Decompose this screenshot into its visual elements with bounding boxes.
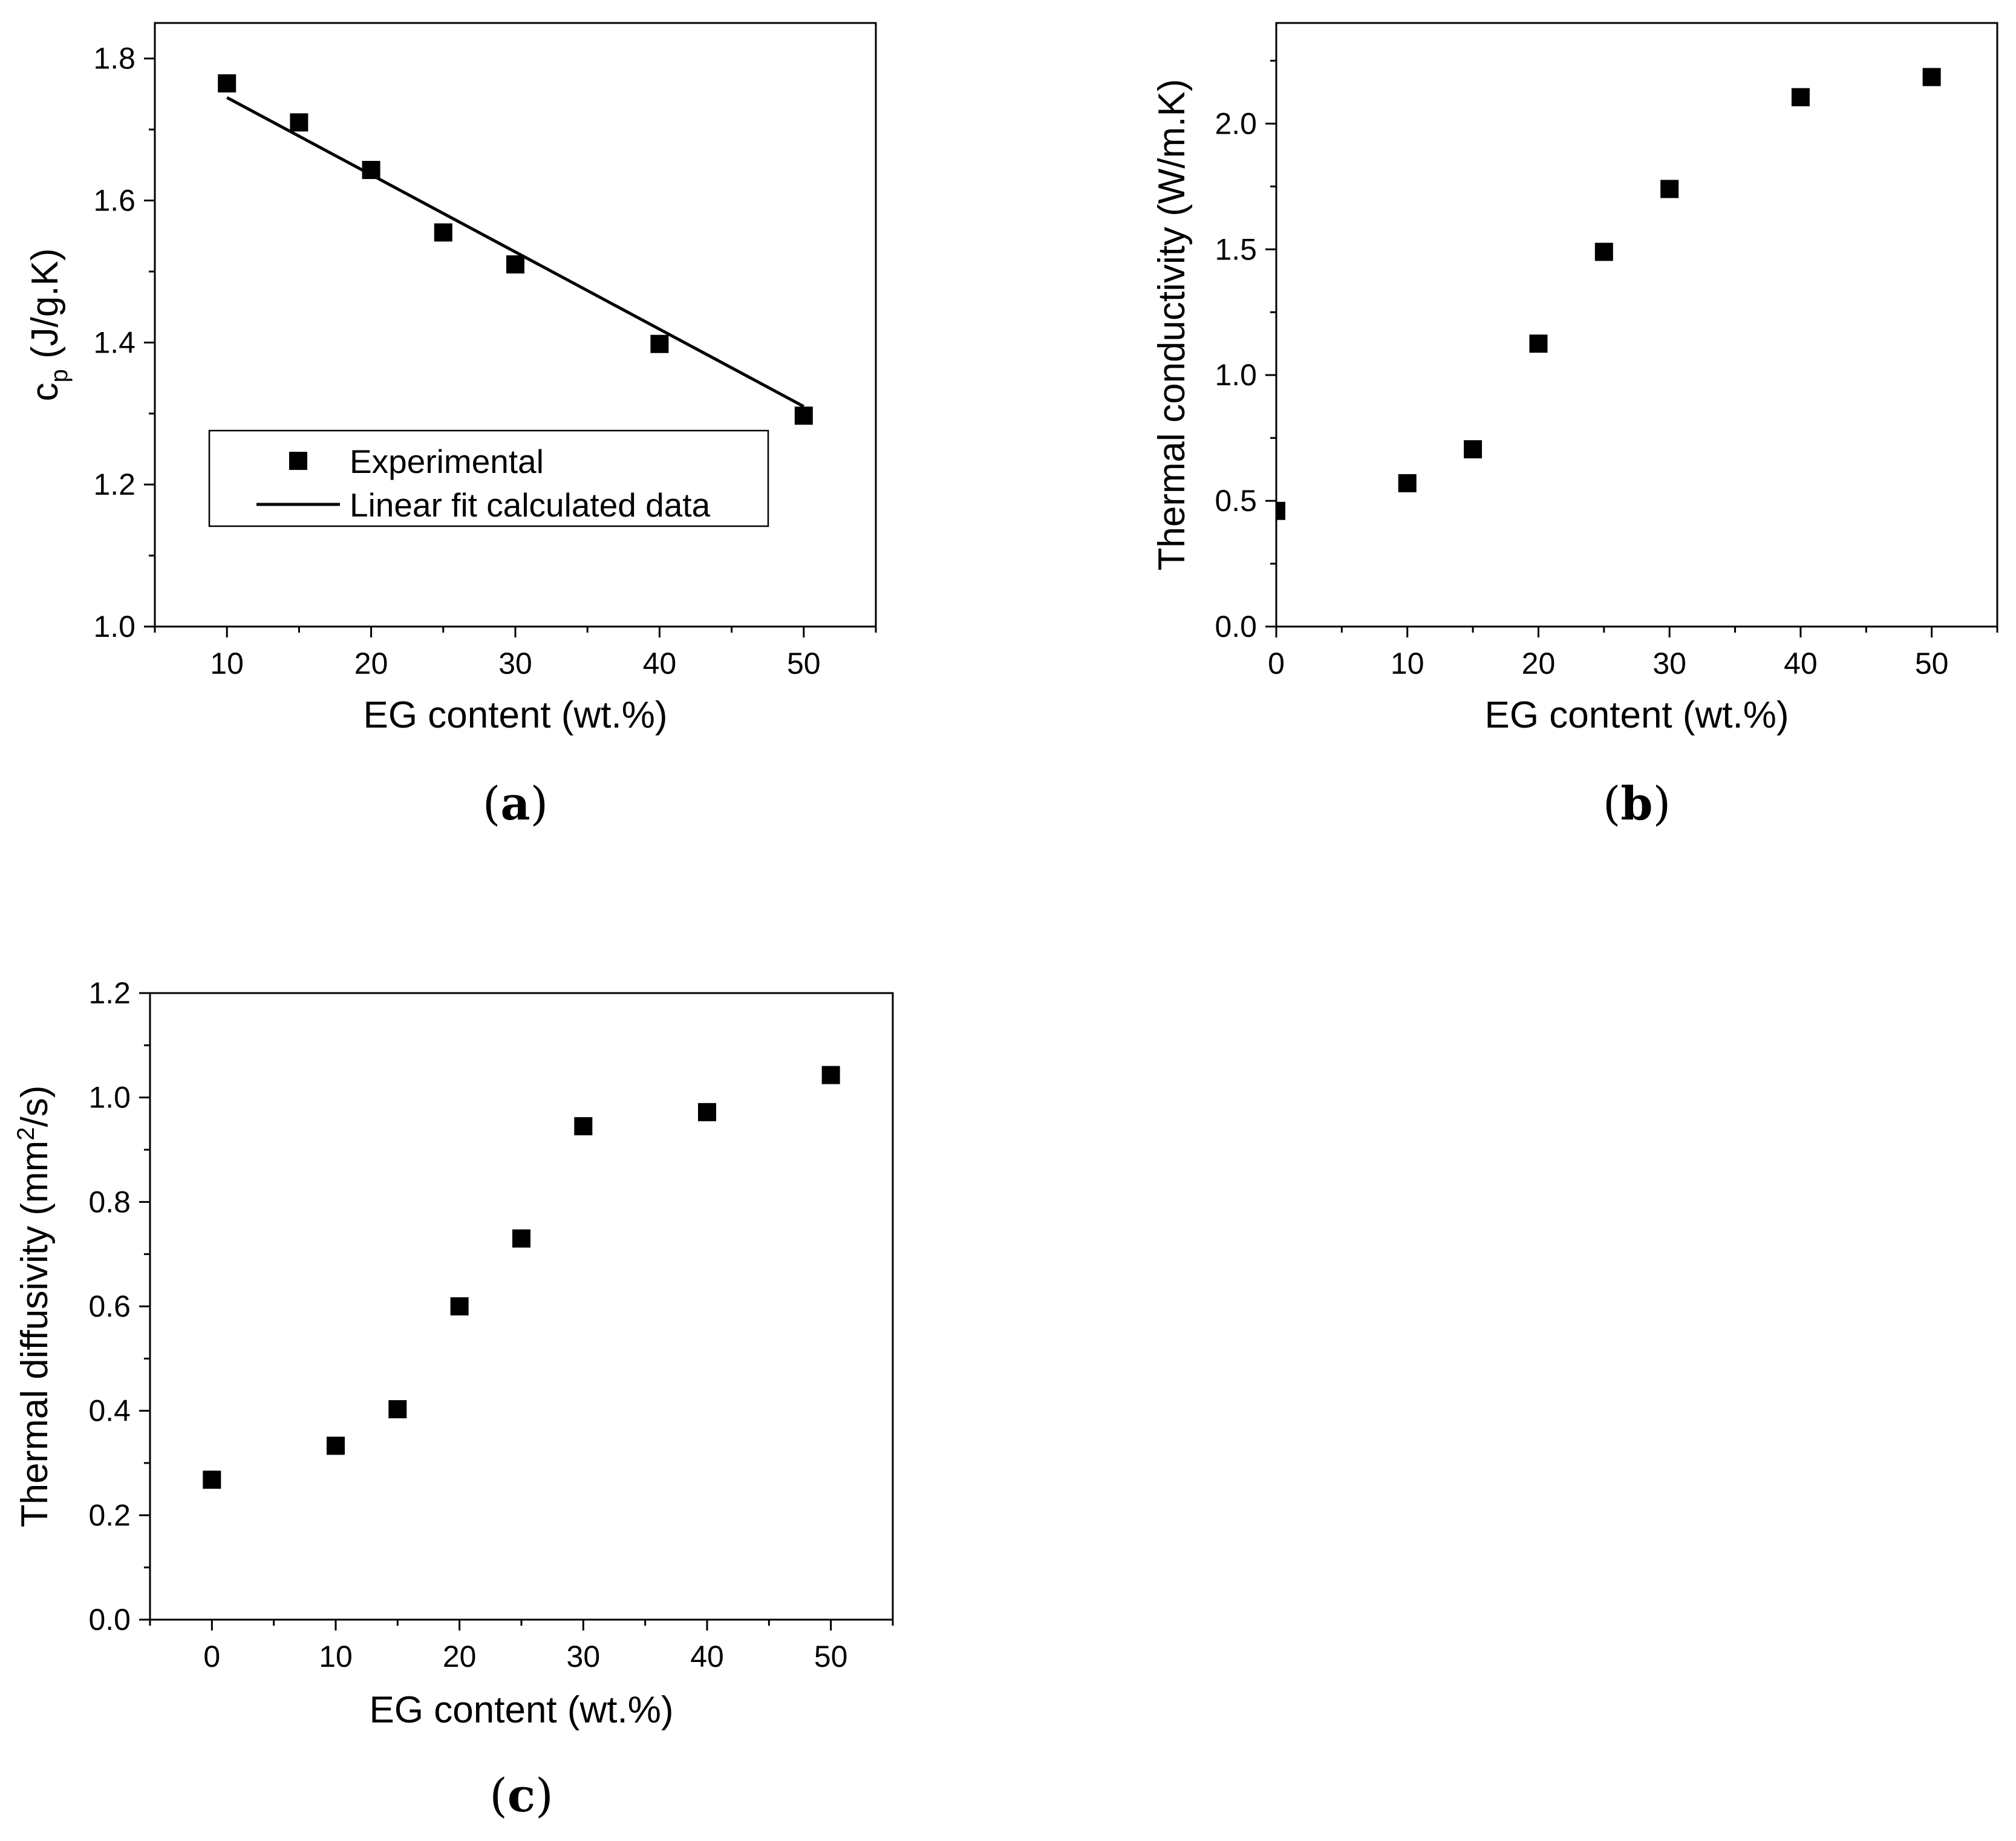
data-point xyxy=(506,255,524,274)
x-tick-label: 20 xyxy=(1522,647,1556,680)
x-tick-label: 20 xyxy=(443,1640,477,1673)
x-tick-label: 50 xyxy=(1915,647,1949,680)
y-tick-label: 0.4 xyxy=(88,1394,131,1428)
y-tick-label: 1.6 xyxy=(93,184,135,218)
data-point xyxy=(574,1117,593,1136)
data-point xyxy=(1791,88,1810,106)
x-tick-label: 10 xyxy=(1391,647,1424,680)
data-point xyxy=(650,334,669,353)
x-tick-label: 40 xyxy=(643,647,677,680)
plot-frame xyxy=(154,22,877,628)
x-tick-label: 30 xyxy=(567,1640,601,1673)
x-axis-title: EG content (wt.%) xyxy=(363,694,667,736)
legend-entry-experimental: Experimental xyxy=(350,443,544,480)
y-axis-title: Thermal diffusivity (mm2/s) xyxy=(13,1086,56,1528)
y-tick-label: 0.0 xyxy=(1215,610,1257,644)
legend-marker-icon xyxy=(289,452,307,470)
data-point xyxy=(1922,68,1941,86)
chart-panel-b: 0 10 20 30 40 50 0.0 0.5 1.0 1.5 2.0 EG content (wt… xyxy=(1151,22,1998,830)
x-tick-label: 10 xyxy=(319,1640,353,1673)
y-tick-label: 1.0 xyxy=(93,610,135,644)
x-tick-label: 0 xyxy=(203,1640,220,1673)
y-axis-title-main: c xyxy=(24,383,66,402)
data-point xyxy=(1660,180,1679,198)
legend-entry-linear-fit: Linear fit calculated data xyxy=(350,486,711,524)
data-point xyxy=(512,1229,530,1248)
panel-label-close-paren: ) xyxy=(535,1768,553,1822)
data-point xyxy=(1464,440,1483,458)
data-point xyxy=(450,1297,469,1315)
data-point xyxy=(1398,474,1417,492)
panel-label-close-paren: ) xyxy=(530,777,549,830)
y-tick-label: 1.4 xyxy=(93,325,135,359)
y-tick-label: 1.5 xyxy=(1215,232,1257,266)
panel-label-letter: c xyxy=(507,1768,535,1822)
plot-data-area xyxy=(1276,68,1941,520)
x-tick-label: 0 xyxy=(1268,647,1285,680)
y-tick-label: 1.8 xyxy=(93,42,135,76)
x-tick-label: 30 xyxy=(1652,647,1686,680)
plot-frame xyxy=(149,992,894,1621)
x-tick-label: 30 xyxy=(498,647,532,680)
y-axis-title-subscript: p xyxy=(46,369,73,382)
panel-label-open-paren: ( xyxy=(483,777,501,830)
x-axis-title: EG content (wt.%) xyxy=(1484,694,1789,736)
y-tick-label: 2.0 xyxy=(1215,106,1257,140)
panel-label-letter: b xyxy=(1620,777,1652,830)
x-axis-title: EG content (wt.%) xyxy=(369,1689,673,1731)
panel-label: (a) xyxy=(483,777,549,830)
data-point xyxy=(1594,243,1613,261)
y-tick-label: 1.2 xyxy=(93,468,135,501)
panel-label: (b) xyxy=(1603,777,1671,830)
y-tick-label: 0.2 xyxy=(88,1498,131,1532)
y-axis-title: Thermal conductivity (W/m.K) xyxy=(1151,79,1193,570)
data-point xyxy=(1529,334,1548,353)
linear-fit-line xyxy=(226,96,804,408)
data-point xyxy=(203,1470,221,1489)
legend: Experimental Linear fit calculated data xyxy=(208,429,769,527)
y-axis-title-rest: /s) xyxy=(14,1086,56,1127)
plot-frame xyxy=(1275,22,1998,628)
y-tick-label: 1.0 xyxy=(1215,358,1257,392)
data-point xyxy=(1276,501,1285,520)
x-tick-label: 40 xyxy=(1784,647,1818,680)
data-point xyxy=(388,1400,407,1419)
y-axis-title-main: Thermal diffusivity (mm xyxy=(14,1141,56,1528)
plot-data-area xyxy=(203,1066,840,1489)
y-tick-label: 0.8 xyxy=(88,1185,131,1219)
x-tick-label: 50 xyxy=(814,1640,848,1673)
panel-label-letter: a xyxy=(500,777,530,830)
x-tick-label: 10 xyxy=(210,647,244,680)
data-point xyxy=(821,1066,840,1084)
panel-label-open-paren: ( xyxy=(1603,777,1621,830)
y-tick-label: 1.2 xyxy=(88,976,131,1010)
y-tick-label: 0.0 xyxy=(88,1603,131,1637)
data-point xyxy=(794,406,813,425)
panel-label: (c) xyxy=(489,1768,553,1822)
x-tick-label: 50 xyxy=(787,647,821,680)
y-axis-title-rest: (J/g.K) xyxy=(24,248,66,369)
chart-panel-c: 0 10 20 30 40 50 0.0 0.2 0.4 0.6 0.8 1.0 1.2 EG conte… xyxy=(13,976,894,1822)
y-axis-title: cp (J/g.K) xyxy=(24,248,73,401)
legend-box xyxy=(208,429,769,527)
data-point xyxy=(434,223,452,242)
panel-label-close-paren: ) xyxy=(1653,777,1671,830)
data-point xyxy=(327,1436,345,1455)
y-tick-label: 0.5 xyxy=(1215,484,1257,518)
y-tick-label: 0.6 xyxy=(88,1289,131,1323)
x-tick-label: 20 xyxy=(354,647,388,680)
panel-label-open-paren: ( xyxy=(489,1768,507,1822)
y-tick-label: 1.0 xyxy=(88,1081,131,1115)
plot-data-area xyxy=(218,74,813,425)
data-point xyxy=(290,113,308,132)
data-point xyxy=(218,74,237,93)
y-axis-title-superscript: 2 xyxy=(13,1127,39,1141)
chart-panel-a: 10 20 30 40 50 1.0 1.2 1.4 1.6 1.8 EG content (wt.… xyxy=(24,22,877,830)
x-tick-label: 40 xyxy=(690,1640,724,1673)
data-point xyxy=(698,1103,716,1121)
